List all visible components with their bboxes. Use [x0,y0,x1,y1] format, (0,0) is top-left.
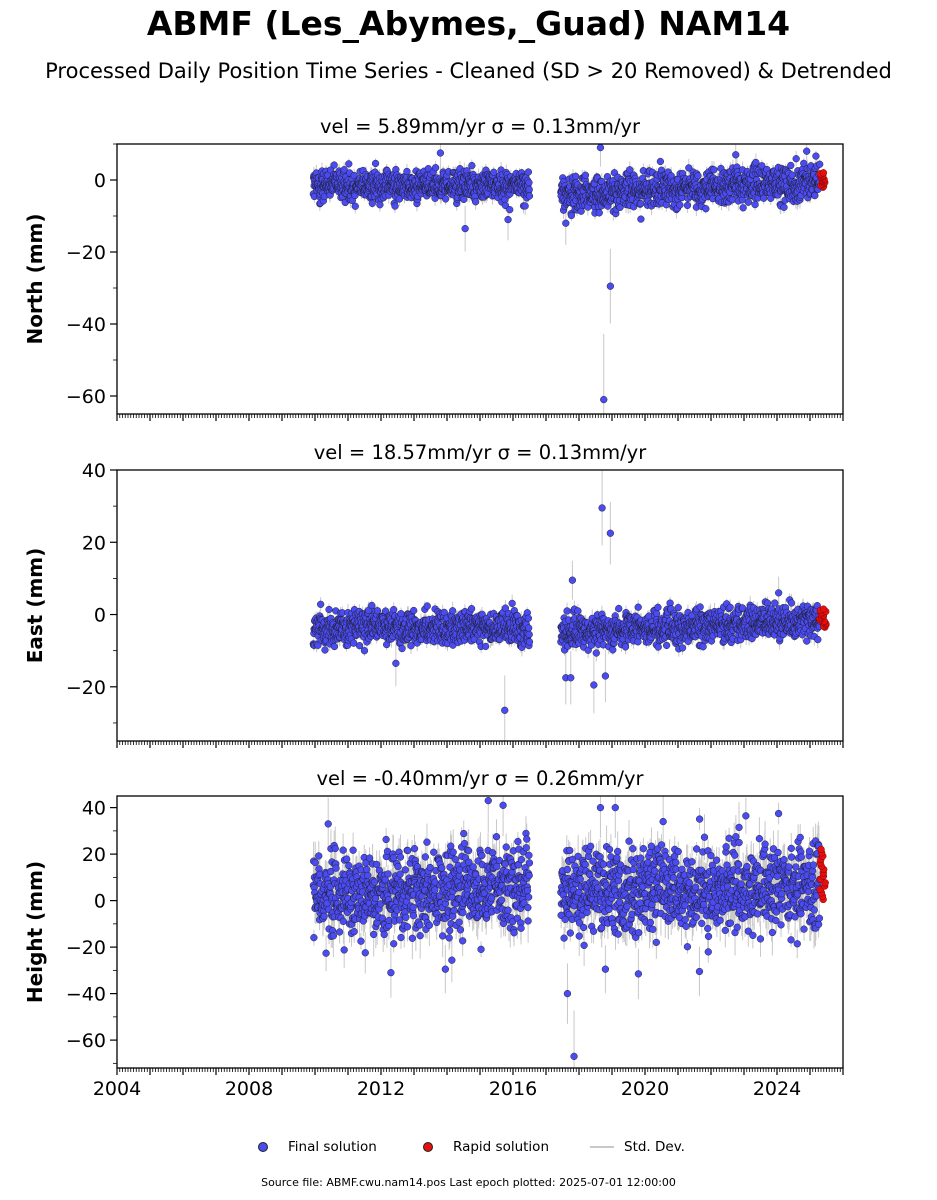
final-solution-point [600,395,608,404]
final-solution-point [345,160,353,168]
final-solution-point [637,215,645,223]
final-solution-point [788,171,796,179]
final-solution-point [376,201,384,209]
final-solution-point [800,159,808,168]
final-solution-point [525,192,534,200]
final-solution-point [780,203,788,211]
final-solution-point [752,158,760,167]
final-solution-point [710,166,718,174]
final-solution-point [676,201,684,209]
y-tick-label: 0 [94,170,106,192]
final-solution-point [340,166,348,174]
final-solution-point [811,191,819,200]
final-solution-point [468,161,476,170]
final-solution-point [626,166,634,174]
final-solution-point [606,282,614,290]
y-tick-label: −20 [66,242,106,264]
north-final-points [309,144,824,404]
final-solution-point [702,205,710,213]
final-solution-point [521,202,529,210]
final-solution-point [744,198,752,206]
north-rapid-points [816,169,829,191]
chart-main-title: ABMF (Les_Abymes,_Guad) NAM14 [146,4,791,43]
final-solution-point [812,152,820,160]
y-tick-label: −40 [66,314,106,336]
final-solution-point [460,195,468,204]
final-solution-point [816,160,824,168]
final-solution-point [595,209,603,217]
final-solution-point [368,199,376,208]
final-solution-point [694,172,702,180]
final-solution-point [767,194,775,202]
final-solution-point [525,179,533,187]
final-solution-point [504,215,512,224]
east-plot-area [309,470,830,741]
final-solution-point [751,200,759,209]
final-solution-point [506,206,514,214]
final-solution-point [395,195,403,203]
panel-north: 0 −20 −40 −60 vel = 5.89mm/yr σ = 0.13mm/yr N… [23,115,844,421]
final-solution-point [572,172,580,180]
north-y-axis-label: North (mm) [23,213,47,344]
final-solution-point [524,168,533,176]
final-solution-point [787,161,795,170]
y-tick-label: −60 [66,386,106,408]
north-y-ticks: 0 −20 −40 −60 [66,143,117,408]
final-solution-point [330,161,338,169]
final-solution-point [803,147,811,155]
final-solution-point [739,204,747,212]
final-solution-point [371,159,380,168]
final-solution-point [403,167,411,176]
final-solution-point [501,201,510,210]
final-solution-point [351,202,359,210]
north-x-ticks [116,414,844,421]
final-solution-point [431,164,440,172]
final-solution-point [637,199,645,208]
final-solution-point [562,219,570,227]
final-solution-point [472,198,480,206]
final-solution-point [683,201,692,210]
rapid-solution-point [819,169,828,177]
final-solution-point [596,144,605,152]
final-solution-point [441,195,450,203]
final-solution-point [792,155,800,163]
final-solution-point [436,149,445,157]
final-solution-point [490,168,498,176]
final-solution-point [760,194,768,202]
final-solution-point [656,157,665,166]
final-solution-point [391,202,399,210]
final-solution-point [732,151,740,159]
final-solution-point [525,185,533,194]
final-solution-point [581,171,590,179]
chart-subtitle: Processed Daily Position Time Series - C… [45,59,892,83]
north-panel-title: vel = 5.89mm/yr σ = 0.13mm/yr [320,115,641,138]
final-solution-point [461,224,469,233]
north-plot-area [309,144,829,414]
final-solution-point [567,211,576,220]
final-solution-point [616,203,624,211]
